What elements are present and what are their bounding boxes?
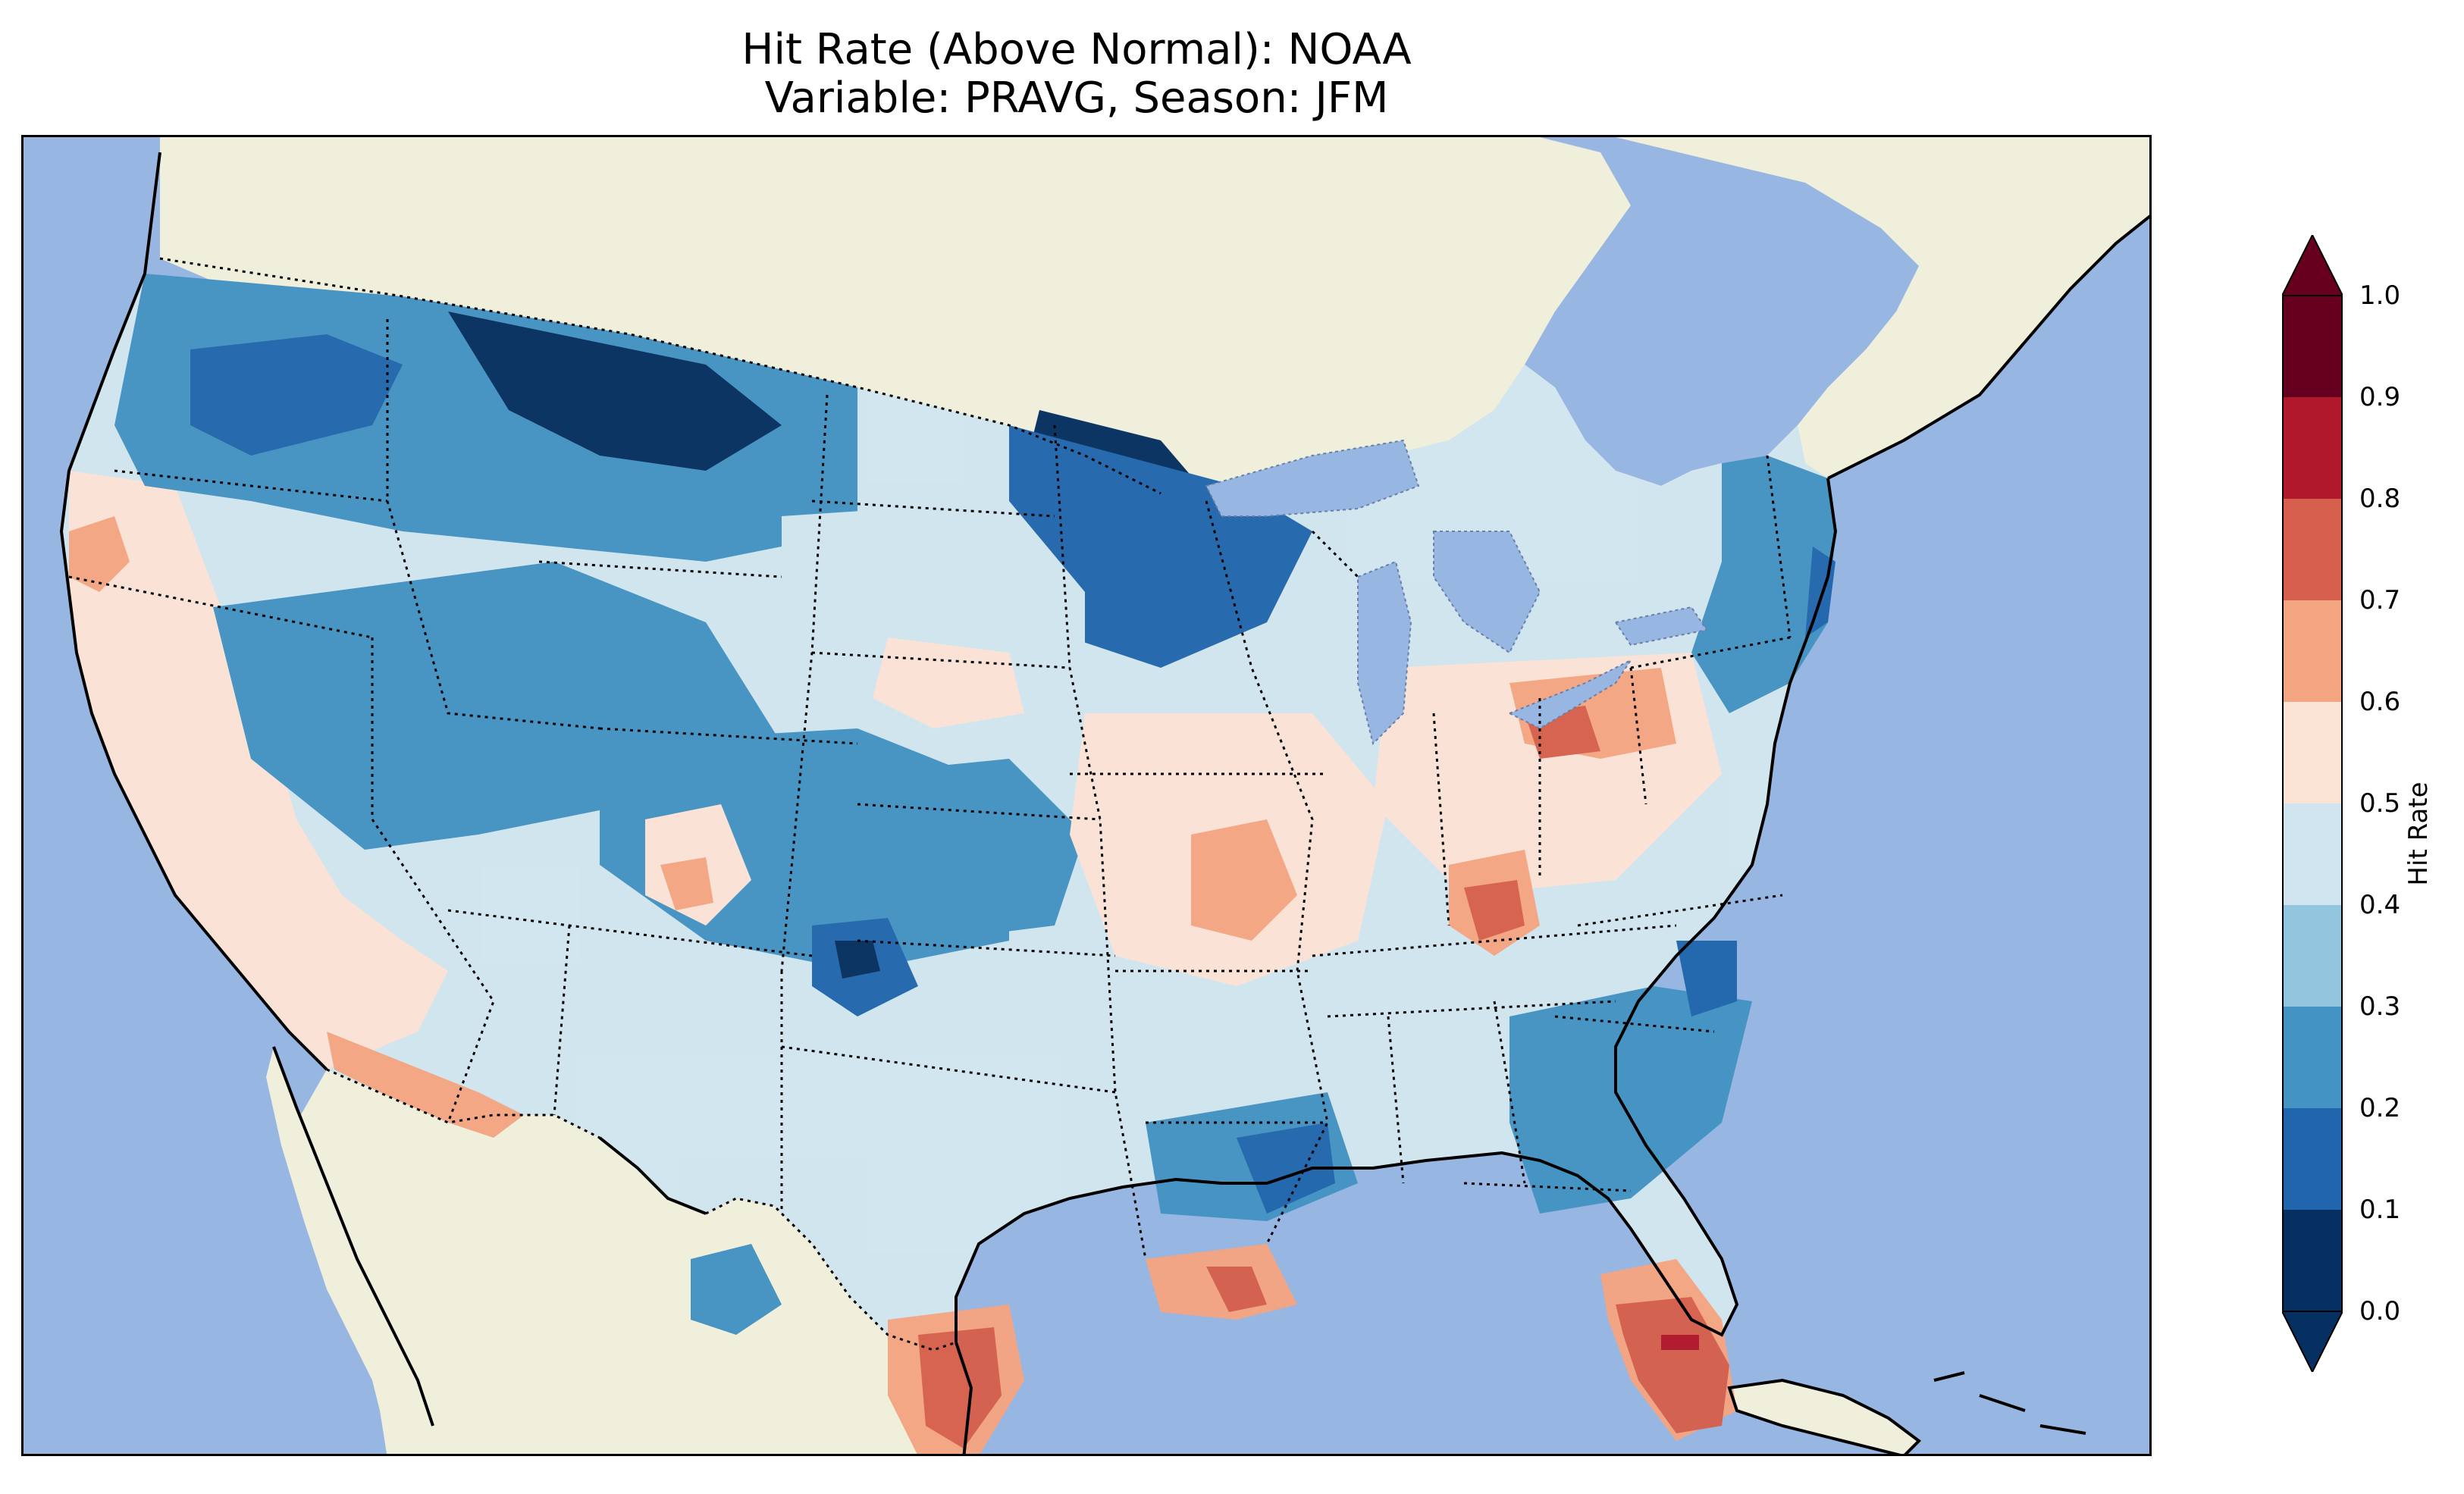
nw-cal-orange <box>69 516 130 592</box>
colorbar-label: Hit Rate <box>2403 781 2434 886</box>
lake-huron <box>1433 531 1541 654</box>
map-panel[interactable] <box>21 135 2152 1456</box>
coastlines <box>59 152 2149 1454</box>
colorbar-tick-label: 0.1 <box>2359 1195 2401 1225</box>
us-canada-border <box>159 257 1161 495</box>
tennessee-red <box>1464 880 1525 941</box>
border-sd-ne <box>811 651 1071 669</box>
colorbar-segment <box>2282 1210 2343 1311</box>
texas-red <box>918 1327 1002 1449</box>
east-canada-land <box>1616 137 2149 478</box>
colorbar-tick-label: 1.0 <box>2359 280 2401 311</box>
border-wy-co <box>599 727 858 745</box>
border-ga-fl <box>1463 1182 1632 1192</box>
gulf-coast-line <box>955 478 1838 1342</box>
dakota-warm <box>873 637 1024 728</box>
border-wi-mi <box>1311 530 1359 578</box>
colorbar-segment <box>2282 803 2343 905</box>
west-coast-warm <box>69 471 448 1070</box>
colorbar-segment <box>2282 1007 2343 1108</box>
chart-title-line-1: Hit Rate (Above Normal): NOAA <box>741 25 1412 74</box>
colorbar-tick-label: 0.2 <box>2359 1093 2401 1123</box>
cuba-coast-line <box>1727 1378 1922 1454</box>
border-az-nm <box>553 925 571 1116</box>
missouri-orange <box>1191 819 1297 941</box>
colorbar-tick-label: 0.5 <box>2359 788 2401 819</box>
colorbar-segment <box>2282 397 2343 499</box>
colorbar-segment <box>2282 296 2343 397</box>
hit-rate-field <box>61 274 1835 1454</box>
border-wa-or <box>114 469 388 503</box>
border-ut-az <box>447 909 813 957</box>
florida-red <box>1616 1297 1729 1433</box>
colorbar-segment <box>2282 499 2343 600</box>
nm-darkest <box>835 941 880 979</box>
colorbar-segment <box>2282 1108 2343 1210</box>
colorbar-tick-label: 0.6 <box>2359 687 2401 717</box>
colorbar-tick-label: 0.3 <box>2359 991 2401 1022</box>
colorbar-segment <box>2282 702 2343 803</box>
florida-darkred <box>1661 1335 1699 1350</box>
montana-dark <box>448 312 782 471</box>
kansas-blue <box>857 759 1085 941</box>
canada-land <box>160 137 1631 493</box>
border-mississippi <box>1205 500 1329 1245</box>
baja-coast-line <box>272 1046 434 1427</box>
border-ks-ok <box>857 939 1116 957</box>
lake-superior <box>1205 439 1420 517</box>
border-tn-south <box>1327 1000 1616 1018</box>
louisiana-red <box>1206 1267 1267 1312</box>
border-ok-tx <box>781 1045 1116 1094</box>
border-id-mt <box>386 319 600 730</box>
colorbar-tick-label: 0.0 <box>2359 1296 2401 1326</box>
border-ms-al <box>1387 1016 1405 1184</box>
northern-rockies-dark <box>190 334 403 456</box>
border-al-ga <box>1493 1001 1526 1184</box>
colorbar-tick-label: 0.9 <box>2359 382 2401 412</box>
colorbar <box>2282 235 2343 1372</box>
border-ky-tn <box>1312 924 1677 957</box>
cuba-land <box>1729 1380 1919 1454</box>
map-svg <box>59 137 2149 1454</box>
colorbar-extend-bottom <box>2282 1311 2343 1372</box>
colorbar-outline <box>2282 295 2343 1312</box>
texas-blue <box>691 1244 782 1335</box>
lake-michigan <box>1357 560 1412 745</box>
colorbar-segment <box>2282 905 2343 1007</box>
border-mt-wy <box>538 560 782 578</box>
border-oh-pa <box>1629 667 1647 805</box>
mexico-land <box>296 1070 971 1454</box>
colorado-orange <box>660 857 713 910</box>
border-nv-ca <box>371 637 495 1123</box>
colorbar-segment <box>2282 600 2343 702</box>
chart-title-line-2: Variable: PRAVG, Season: JFM <box>764 74 1389 123</box>
colorbar-extend-top <box>2282 235 2343 296</box>
northeast-blue <box>1691 456 1835 713</box>
southeast-blue <box>1509 986 1752 1214</box>
canada-east-coast-line <box>1827 215 2149 480</box>
us-mexico-border <box>326 1068 957 1351</box>
colorbar-tick-label: 0.7 <box>2359 585 2401 615</box>
mexico-east-coast-line <box>955 1342 973 1454</box>
great-lakes <box>1205 439 1708 745</box>
colorbar-tick-label: 0.4 <box>2359 890 2401 920</box>
border-nd-sd <box>811 500 1055 518</box>
border-or-ca <box>68 575 373 639</box>
border-mn-west <box>1053 424 1147 1260</box>
west-coast-line <box>59 152 328 1071</box>
state-borders <box>68 257 1792 1351</box>
border-il-in <box>1432 713 1450 926</box>
caribbean-islands-line <box>1933 1371 2086 1435</box>
south-cal-orange <box>327 1032 524 1138</box>
colorbar-tick-label: 0.8 <box>2359 484 2401 514</box>
border-ne-ks <box>857 803 1101 821</box>
lake-ontario <box>1614 606 1708 647</box>
lake-erie <box>1507 658 1633 730</box>
mexico-gulf-coast-line <box>598 1136 707 1215</box>
carolina-dark <box>1676 941 1737 1016</box>
lower-miss-dark <box>1237 1123 1335 1214</box>
border-ny-new-england <box>1766 455 1792 638</box>
